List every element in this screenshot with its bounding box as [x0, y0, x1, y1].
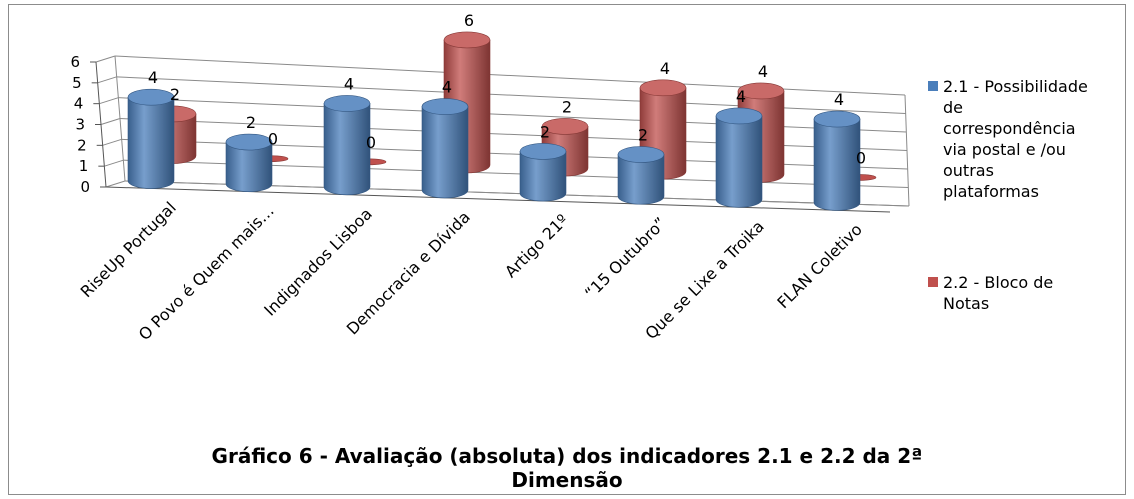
legend-label-series-1: 2.1 - Possibilidade de correspondência v…	[943, 77, 1088, 201]
data-label-series-2: 6	[464, 11, 474, 30]
bar-top-0-5	[617, 146, 665, 163]
side-gridline-2	[102, 138, 122, 146]
bar-0-0	[127, 96, 175, 189]
data-label-series-2: 0	[856, 148, 866, 167]
data-label-series-1: 4	[736, 87, 746, 106]
data-label-series-2: 2	[562, 97, 572, 116]
bar-0-1	[225, 141, 273, 192]
data-label-series-1: 4	[442, 78, 452, 97]
gridline-5	[116, 76, 906, 114]
data-label-series-2: 0	[366, 133, 376, 152]
data-label-series-1: 2	[638, 126, 648, 145]
bar-top-0-3	[421, 98, 469, 115]
side-gridline-4	[99, 97, 119, 105]
bar-top-1-5	[639, 79, 687, 97]
bar-0-6	[715, 115, 763, 208]
data-label-series-1: 4	[344, 74, 354, 93]
y-tick-label: 3	[75, 116, 85, 134]
data-label-series-1: 2	[540, 122, 550, 141]
x-tick-label: “15 Outubro”	[581, 214, 670, 303]
side-gridline-0	[105, 180, 126, 188]
legend-swatch-blue	[928, 81, 938, 91]
bar-top-0-7	[813, 110, 861, 128]
gridline-4	[118, 97, 907, 133]
y-tick-label: 4	[74, 95, 84, 113]
bar-top-0-0	[127, 88, 175, 106]
y-tick-label: 1	[79, 157, 89, 175]
y-tick-label: 2	[77, 136, 87, 154]
data-label-series-2: 2	[170, 85, 180, 104]
y-axis-line	[95, 61, 107, 188]
data-label-series-2: 4	[758, 62, 768, 81]
bar-top-0-6	[715, 107, 763, 125]
bar-top-0-4	[519, 143, 567, 160]
bar-top-1-4	[541, 118, 589, 135]
legend-swatch-red	[928, 277, 938, 287]
data-label-series-2: 0	[268, 130, 278, 149]
x-tick-label: RiseUp Portugal	[77, 198, 180, 301]
bar-0-7	[813, 118, 861, 211]
bar-top-1-3	[443, 31, 491, 49]
bar-0-5	[617, 154, 665, 205]
bar-0-4	[519, 151, 567, 202]
bar-top-0-1	[225, 133, 273, 151]
x-tick-label: FLAN Coletivo	[773, 220, 865, 312]
y-tick-label: 0	[80, 178, 90, 196]
bar-0-2	[323, 103, 371, 196]
x-axis-line	[105, 186, 891, 213]
data-label-series-1: 2	[246, 113, 256, 132]
data-label-series-1: 4	[148, 68, 158, 87]
bar-top-1-6	[737, 82, 785, 100]
side-gridline-3	[100, 118, 121, 125]
y-tick-label: 5	[72, 74, 82, 92]
gridline-6	[114, 55, 906, 96]
x-tick-label: Indignados Lisboa	[260, 204, 376, 320]
side-gridline-5	[97, 76, 117, 84]
side-gridline-6	[95, 55, 116, 63]
side-gridline-1	[104, 159, 124, 167]
chart-frame	[8, 4, 1126, 495]
x-tick-label: Artigo 21º	[501, 210, 572, 281]
back-wall-right-edge	[904, 94, 910, 207]
back-wall-left-edge	[114, 55, 126, 182]
y-tick-label: 6	[70, 53, 80, 71]
chart-caption: Gráfico 6 - Avaliação (absoluta) dos ind…	[211, 444, 923, 492]
data-label-series-2: 4	[660, 59, 670, 78]
bar-0-3	[421, 106, 469, 199]
legend-label-series-2: 2.2 - Bloco de Notas	[943, 273, 1054, 313]
legend-item-series-2: 2.2 - Bloco de Notas	[928, 272, 1118, 314]
legend-item-series-1: 2.1 - Possibilidade de correspondência v…	[928, 76, 1118, 202]
bar-top-0-2	[323, 95, 371, 112]
data-label-series-1: 4	[834, 90, 844, 109]
